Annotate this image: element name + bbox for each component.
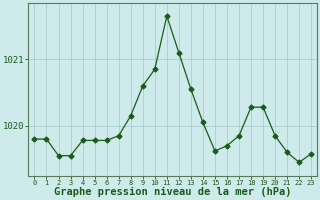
X-axis label: Graphe pression niveau de la mer (hPa): Graphe pression niveau de la mer (hPa) — [54, 187, 292, 197]
